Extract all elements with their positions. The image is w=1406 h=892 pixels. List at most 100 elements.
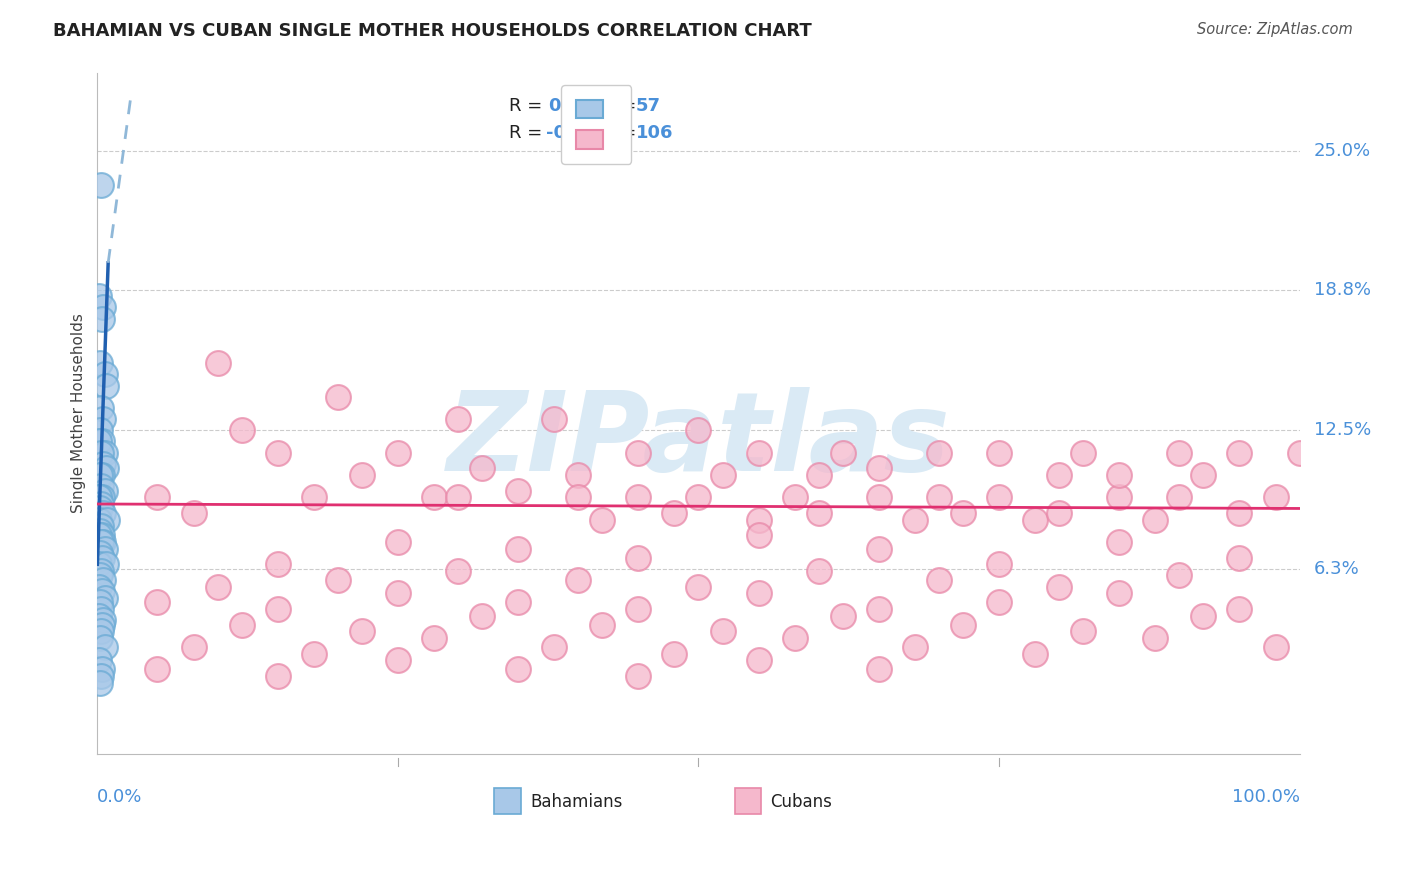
Point: [988, 445, 1011, 459]
Point: [904, 640, 927, 654]
Point: [90, 535, 112, 549]
Point: [91, 550, 114, 565]
Point: [868, 541, 890, 556]
Point: [928, 573, 950, 587]
Point: [89, 491, 111, 505]
Point: [928, 491, 950, 505]
Point: [952, 506, 974, 520]
Point: [87, 558, 110, 572]
Point: [868, 461, 890, 475]
Point: [831, 608, 853, 623]
Point: [1047, 580, 1070, 594]
Point: [1024, 513, 1046, 527]
Point: [93, 368, 115, 382]
Point: [326, 573, 349, 587]
Point: [90, 497, 112, 511]
Point: [1024, 647, 1046, 661]
Point: [93, 591, 115, 605]
Point: [90, 669, 112, 683]
Point: [831, 445, 853, 459]
Point: [928, 445, 950, 459]
Text: 25.0%: 25.0%: [1315, 142, 1371, 161]
Point: [89, 675, 111, 690]
Point: [447, 412, 470, 426]
Point: [93, 573, 115, 587]
Point: [952, 617, 974, 632]
Point: [89, 595, 111, 609]
Point: [1168, 491, 1191, 505]
Point: [627, 669, 650, 683]
Point: [1108, 535, 1130, 549]
Point: [748, 586, 770, 600]
Point: [1229, 506, 1251, 520]
Point: [387, 653, 409, 667]
Point: [87, 580, 110, 594]
Text: 0.389: 0.389: [548, 96, 605, 115]
Point: [1144, 513, 1167, 527]
Point: [90, 479, 112, 493]
Point: [807, 467, 830, 482]
Point: [1192, 608, 1215, 623]
Point: [807, 564, 830, 578]
Legend: , : ,: [561, 86, 631, 164]
Point: [207, 580, 229, 594]
Point: [87, 513, 110, 527]
Point: [89, 568, 111, 582]
Point: [1229, 602, 1251, 616]
Text: -0.014: -0.014: [546, 124, 610, 142]
Point: [748, 445, 770, 459]
Point: [1168, 445, 1191, 459]
Point: [183, 640, 205, 654]
Text: R =: R =: [509, 124, 541, 142]
Point: [1108, 467, 1130, 482]
Point: [748, 653, 770, 667]
Point: [1264, 491, 1286, 505]
Text: 106: 106: [636, 124, 673, 142]
Point: [664, 506, 686, 520]
Point: [1047, 467, 1070, 482]
Point: [868, 491, 890, 505]
Text: 57: 57: [636, 96, 661, 115]
Point: [387, 586, 409, 600]
Point: [146, 662, 169, 676]
Point: [783, 491, 806, 505]
Text: BAHAMIAN VS CUBAN SINGLE MOTHER HOUSEHOLDS CORRELATION CHART: BAHAMIAN VS CUBAN SINGLE MOTHER HOUSEHOL…: [53, 22, 813, 40]
Point: [688, 491, 710, 505]
Point: [387, 535, 409, 549]
Text: Cubans: Cubans: [770, 793, 832, 811]
Point: [783, 631, 806, 645]
Point: [90, 519, 112, 533]
Point: [91, 662, 114, 676]
Point: [87, 434, 110, 449]
Point: [508, 541, 530, 556]
Point: [93, 301, 115, 315]
Point: [711, 467, 734, 482]
Point: [1108, 491, 1130, 505]
Text: 0.0%: 0.0%: [97, 789, 143, 806]
Point: [89, 524, 111, 538]
Point: [267, 602, 290, 616]
Point: [567, 573, 589, 587]
Point: [231, 423, 253, 437]
Point: [471, 461, 494, 475]
Text: 100.0%: 100.0%: [1232, 789, 1299, 806]
Point: [93, 445, 115, 459]
Point: [93, 640, 115, 654]
Point: [387, 445, 409, 459]
Point: [91, 311, 114, 326]
Point: [90, 624, 112, 639]
Point: [91, 528, 114, 542]
Point: [1047, 506, 1070, 520]
Point: [1192, 467, 1215, 482]
Point: [1071, 624, 1094, 639]
Point: [1168, 568, 1191, 582]
Point: [89, 546, 111, 560]
Text: Bahamians: Bahamians: [530, 793, 623, 811]
Point: [91, 617, 114, 632]
Point: [904, 513, 927, 527]
Point: [1229, 550, 1251, 565]
Point: [90, 401, 112, 415]
Text: 6.3%: 6.3%: [1315, 560, 1360, 578]
Point: [89, 631, 111, 645]
Point: [267, 669, 290, 683]
